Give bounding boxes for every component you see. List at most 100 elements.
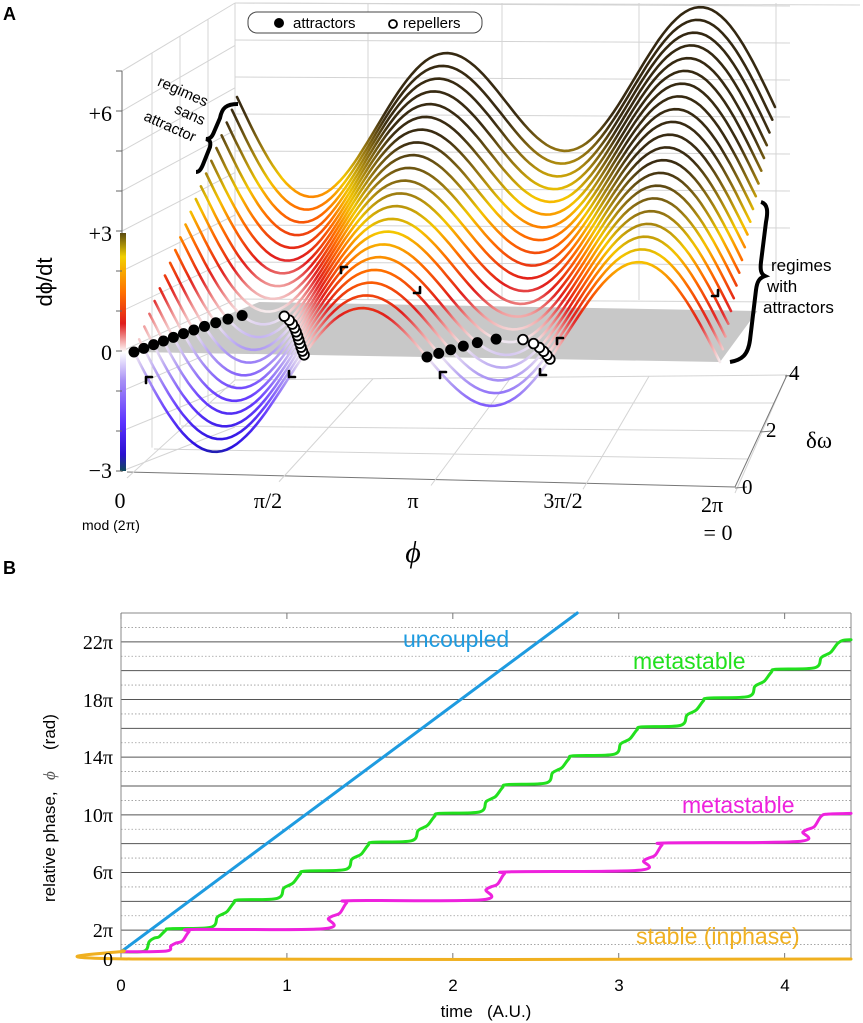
attractor-dot <box>157 335 169 347</box>
z-tick-label: −3 <box>89 458 112 483</box>
curve-delta-omega-0.5 <box>143 235 727 428</box>
phi-end-note: = 0 <box>704 520 733 545</box>
annotation-text: regimes <box>771 256 831 275</box>
y-tick-labels: 0 2π 6π 10π 14π 18π 22π <box>83 632 113 971</box>
phi-mod-note: mod (2π) <box>82 517 140 533</box>
flow-arrow-icon <box>412 285 422 295</box>
flow-arrow-icon <box>555 336 565 346</box>
attractor-dot <box>148 339 160 351</box>
phi-axis-label: ϕ <box>405 536 421 569</box>
curve-delta-omega-5 <box>235 5 777 199</box>
curves <box>132 5 777 454</box>
attractor-dot <box>457 340 469 352</box>
gridlines <box>120 612 852 960</box>
left-wall-gridline <box>121 214 236 272</box>
series-line-stable-inphase--3 <box>75 949 853 962</box>
back-wall-gridline <box>234 76 791 81</box>
dw-tick <box>759 430 773 433</box>
x-axis-label: time (A.U.) <box>441 1002 532 1021</box>
back-wall-top-edge <box>234 2 861 6</box>
z-tick-label: 0 <box>101 340 112 365</box>
series-line-metastable-1 <box>119 638 853 954</box>
left-wall-gridline <box>121 129 236 192</box>
back-wall-gridline <box>234 39 791 44</box>
curve-delta-omega-1.25 <box>158 197 736 390</box>
z-tick-label: +6 <box>89 101 112 126</box>
curve-delta-omega-4 <box>215 56 766 250</box>
y-tick-label: 2π <box>93 920 113 942</box>
curve-delta-omega-0.75 <box>148 222 730 415</box>
attractor-dot <box>128 346 140 358</box>
curve-delta-omega-1.5 <box>163 184 738 377</box>
z-axis-label: dϕ/dt <box>32 257 57 306</box>
flow-arrow-icon <box>144 375 154 385</box>
back-wall-gridline <box>234 187 791 192</box>
flow-arrow-icon <box>287 369 297 379</box>
left-wall-gridline <box>121 256 236 312</box>
curve-delta-omega-4.75 <box>230 18 774 211</box>
label-metastable-green: metastable <box>633 648 746 674</box>
y-tick-label: 6π <box>93 862 113 884</box>
dw-tick-label: 2 <box>766 418 777 442</box>
label-stable-inphase: stable (inphase) <box>636 923 800 949</box>
x-tick-label: 2 <box>448 976 457 995</box>
floor-gridline <box>278 378 374 483</box>
y-axis-label-phi: ϕ <box>40 771 59 780</box>
z-axis: +6 +3 0 −3 dϕ/dt <box>32 70 126 483</box>
y-axis-label: relative phase, ϕ (rad) <box>40 714 59 902</box>
curve-delta-omega-2 <box>173 158 744 352</box>
repeller-dot <box>527 337 540 350</box>
legend-attractors: attractors <box>293 15 356 32</box>
curve-delta-omega-1 <box>153 209 733 403</box>
attractor-dot <box>471 337 483 349</box>
dw-tick <box>784 374 798 377</box>
legend-box <box>247 11 483 34</box>
series-line-metastable-2 <box>119 811 853 954</box>
x-tick-label: 1 <box>282 976 291 995</box>
x-tick-label: 3 <box>614 976 623 995</box>
label-metastable-magenta: metastable <box>682 792 795 818</box>
curve-delta-omega-1.75 <box>168 171 741 364</box>
left-brace-icon <box>195 102 239 174</box>
y-tick-label: 0 <box>103 949 113 971</box>
curve-delta-omega-2.75 <box>189 120 752 313</box>
floor-gridline <box>180 425 762 432</box>
left-wall-gridline <box>121 2 236 72</box>
attractor-legend-icon <box>274 18 284 28</box>
flow-arrow-icon <box>339 265 349 275</box>
annotation-with-attractors: regimes with attractors <box>729 200 834 364</box>
attractor-dot <box>199 320 211 332</box>
legend-repellers: repellers <box>403 15 461 32</box>
repeller-dot <box>278 310 290 322</box>
back-wall-gridline <box>234 150 791 155</box>
dw-tick-label: 4 <box>789 361 800 385</box>
y-tick-label: 10π <box>83 805 113 827</box>
y-tick-label: 22π <box>83 632 113 654</box>
curve-delta-omega-3.25 <box>199 95 758 288</box>
y-axis-label-part: (rad) <box>40 714 59 750</box>
panel-label-a: A <box>3 4 16 24</box>
dw-tick-label: 0 <box>742 475 753 499</box>
flow-arrow-icon <box>438 370 448 380</box>
dw-tick <box>734 486 748 489</box>
dw-axis-label: δω <box>806 428 832 453</box>
floor-gridline <box>153 448 749 460</box>
delta-omega-axis: 0 2 4 δω <box>742 361 832 499</box>
annotation-text: with <box>766 277 797 296</box>
attractor-dot <box>421 351 433 363</box>
left-wall-gridline <box>121 172 236 232</box>
curve-delta-omega-4.25 <box>220 44 769 237</box>
flow-arrow-icon <box>538 367 548 377</box>
curve-delta-omega-3 <box>194 107 755 301</box>
phi-tick-label: 3π/2 <box>543 488 582 513</box>
y-tick-label: 18π <box>83 690 113 712</box>
back-wall-gridline <box>234 113 791 118</box>
series <box>75 611 853 962</box>
curve-delta-omega-3.5 <box>204 82 760 275</box>
x-tick-label: 4 <box>780 976 789 995</box>
curve-delta-omega-3.75 <box>210 69 763 262</box>
z-tick-label: +3 <box>89 221 112 246</box>
series-labels: uncoupled metastable metastable stable (… <box>403 626 800 949</box>
attractor-dot <box>177 328 189 340</box>
flow-arrows <box>144 265 720 385</box>
